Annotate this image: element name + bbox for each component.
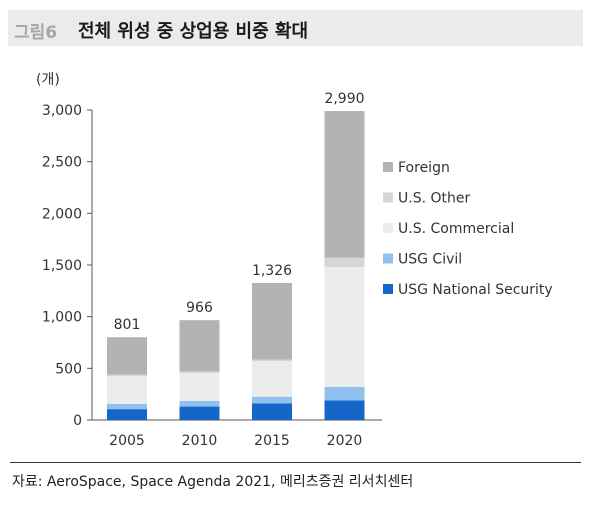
bar-segment-foreign-2010 xyxy=(179,320,220,372)
source-note: 자료: AeroSpace, Space Agenda 2021, 메리츠증권 … xyxy=(12,474,414,490)
legend-label: USG Civil xyxy=(398,252,462,268)
bar-segment-u-s-commercial-2020 xyxy=(324,267,365,387)
figure-label: 그림6 xyxy=(14,23,58,43)
y-tick-label: 3,000 xyxy=(42,103,82,119)
legend-swatch xyxy=(383,253,393,264)
x-tick-label: 2005 xyxy=(109,433,145,449)
legend: Foreign U.S. Other U.S. Commercial USG Civi… xyxy=(383,160,553,298)
x-tick-label: 2020 xyxy=(327,433,363,449)
legend-swatch xyxy=(383,223,393,233)
x-axis-labels: 2005 2010 2015 2020 xyxy=(109,433,362,449)
total-label: 801 xyxy=(114,317,141,333)
bar-segment-foreign-2020 xyxy=(324,111,365,258)
total-label: 2,990 xyxy=(324,91,364,107)
total-label: 1,326 xyxy=(252,263,292,279)
total-label: 966 xyxy=(186,300,213,316)
bar-segment-foreign-2005 xyxy=(107,337,147,375)
y-tick-label: 2,500 xyxy=(42,155,82,171)
source-divider xyxy=(10,462,581,463)
legend-swatch xyxy=(383,162,393,172)
legend-swatch xyxy=(383,284,393,294)
bar-segment-usg-civil-2020 xyxy=(324,386,365,401)
bar-segment-u-s-other-2010 xyxy=(179,371,220,373)
bar-segment-u-s-other-2015 xyxy=(252,359,292,362)
y-tick-label: 1,500 xyxy=(42,258,82,274)
total-labels: 801 966 1,326 2,990 xyxy=(114,91,365,333)
y-axis-unit: (개) xyxy=(36,72,60,88)
legend-label: Foreign xyxy=(398,160,450,176)
bar-segment-usg-national-security-2010 xyxy=(179,406,220,420)
figure-title-bar xyxy=(8,10,583,46)
bar-segment-u-s-commercial-2010 xyxy=(179,372,220,401)
bar-segment-usg-national-security-2005 xyxy=(107,409,147,420)
y-tick-label: 0 xyxy=(73,413,82,429)
bars xyxy=(107,111,365,420)
bar-segment-usg-civil-2005 xyxy=(107,403,147,410)
legend-swatch xyxy=(383,192,393,203)
x-tick-label: 2015 xyxy=(254,433,290,449)
bar-segment-usg-civil-2015 xyxy=(252,396,292,404)
bar-segment-u-s-other-2005 xyxy=(107,374,147,377)
bar-segment-u-s-commercial-2015 xyxy=(252,361,292,397)
y-tick-label: 1,000 xyxy=(42,310,82,326)
bar-segment-foreign-2015 xyxy=(252,282,292,360)
y-axis: 0 500 1,000 1,500 2,000 2,500 3,000 xyxy=(42,103,92,429)
legend-label: USG National Security xyxy=(398,282,553,298)
bar-segment-usg-civil-2010 xyxy=(179,400,220,407)
figure-title: 전체 위성 중 상업용 비중 확대 xyxy=(78,21,309,42)
x-tick-label: 2010 xyxy=(182,433,218,449)
bar-segment-usg-national-security-2020 xyxy=(324,400,365,420)
legend-label: U.S. Commercial xyxy=(398,221,514,237)
legend-label: U.S. Other xyxy=(398,191,470,207)
bar-segment-usg-national-security-2015 xyxy=(252,403,292,420)
bar-segment-u-s-other-2020 xyxy=(324,257,365,268)
bar-segment-u-s-commercial-2005 xyxy=(107,376,147,404)
y-tick-label: 500 xyxy=(55,361,82,377)
y-tick-label: 2,000 xyxy=(42,206,82,222)
